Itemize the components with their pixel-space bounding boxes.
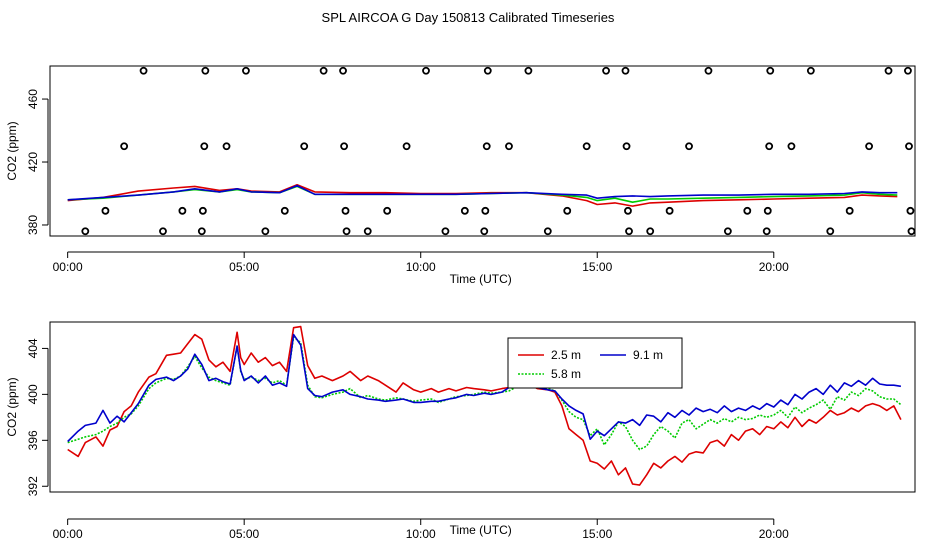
bottom-y-tick-label: 404	[26, 338, 40, 358]
bottom-legend-label: 5.8 m	[551, 367, 581, 381]
top-calibration-point	[602, 66, 610, 75]
top-calibration-point	[178, 206, 187, 215]
top-calibration-point	[242, 66, 250, 75]
top-calibration-point	[460, 206, 469, 215]
top-calibration-point	[685, 142, 693, 151]
top-y-tick-label: 420	[26, 152, 40, 172]
top-calibration-point	[806, 66, 815, 75]
top-calibration-point	[319, 66, 328, 75]
top-calibration-point	[763, 206, 772, 215]
top-x-tick-label: 05:00	[229, 260, 259, 274]
top-y-tick-label: 460	[26, 89, 40, 109]
top-calibration-point	[139, 66, 148, 75]
top-calibration-point	[704, 66, 713, 75]
top-calibration-point	[845, 206, 854, 215]
bottom-plot-frame	[49, 321, 916, 493]
top-calibration-point	[762, 227, 771, 236]
top-x-tick-label: 15:00	[582, 260, 612, 274]
bottom-x-tick-label: 00:00	[53, 527, 83, 540]
top-calibration-point	[222, 142, 231, 151]
bottom-series-line-2-5-m	[67, 325, 902, 486]
top-calibration-point	[200, 142, 209, 151]
top-calibration-point	[342, 227, 351, 236]
top-calibration-point	[743, 206, 752, 215]
top-calibration-point	[524, 66, 533, 75]
bottom-y-tick-label: 400	[26, 384, 40, 404]
top-calibration-point	[483, 66, 492, 75]
top-calibration-point	[765, 142, 774, 151]
top-calibration-point	[481, 206, 490, 215]
top-calibration-point	[787, 142, 796, 151]
bottom-y-axis-title: CO2 (ppm)	[5, 377, 19, 436]
bottom-y-tick-label: 396	[26, 430, 40, 450]
top-x-tick-label: 20:00	[759, 260, 789, 274]
bottom-legend-label: 2.5 m	[551, 348, 581, 362]
top-x-tick-label: 10:00	[406, 260, 436, 274]
top-calibration-point	[422, 66, 430, 75]
top-calibration-point	[621, 66, 630, 75]
top-calibration-point	[480, 227, 489, 236]
top-y-axis-title: CO2 (ppm)	[5, 121, 19, 180]
top-calibration-point	[625, 227, 633, 236]
top-calibration-point	[905, 142, 913, 151]
top-calibration-point	[198, 206, 207, 215]
top-calibration-point	[363, 227, 372, 236]
top-calibration-point	[482, 142, 491, 151]
top-calibration-point	[646, 227, 655, 236]
top-calibration-point	[907, 227, 916, 236]
top-calibration-point	[81, 227, 90, 236]
bottom-x-tick-label: 15:00	[582, 527, 612, 540]
top-calibration-point	[865, 142, 874, 151]
top-calibration-point	[543, 227, 552, 236]
top-calibration-point	[197, 227, 206, 236]
bottom-series-line-9-1-m	[67, 333, 902, 443]
bottom-x-tick-label: 20:00	[759, 527, 789, 540]
top-calibration-point	[339, 66, 347, 75]
top-panel: 00:00 05:00 10:00 15:00 20:00 Time (UTC) 380 42…	[5, 65, 916, 286]
top-calibration-point	[906, 206, 915, 215]
top-calibration-point	[201, 66, 210, 75]
top-x-tick-label: 00:00	[53, 260, 83, 274]
top-x-axis-title: Time (UTC)	[450, 272, 512, 286]
top-y-tick-label: 380	[26, 215, 40, 235]
top-calibration-point	[884, 66, 893, 75]
figure-title: SPL AIRCOA G Day 150813 Calibrated Times…	[322, 10, 615, 25]
bottom-x-tick-label: 10:00	[406, 527, 436, 540]
top-calibration-point	[624, 206, 632, 215]
bottom-x-tick-label: 05:00	[229, 527, 259, 540]
bottom-x-axis-title: Time (UTC)	[450, 523, 512, 537]
top-calibration-point	[441, 227, 450, 236]
top-calibration-point	[505, 142, 513, 151]
bottom-panel: 00:00 05:00 10:00 15:00 20:00 Time (UTC) 392 39…	[5, 321, 916, 540]
top-calibration-point	[402, 142, 411, 151]
top-calibration-point	[622, 142, 631, 151]
top-calibration-point	[341, 206, 350, 215]
top-calibration-point	[826, 227, 835, 236]
top-calibration-point	[101, 206, 110, 215]
top-calibration-point	[300, 142, 309, 151]
top-calibration-point	[120, 142, 129, 151]
top-calibration-point	[383, 206, 392, 215]
top-calibration-point	[261, 227, 270, 236]
top-calibration-point	[340, 142, 349, 151]
top-calibration-point	[766, 66, 775, 75]
top-calibration-point	[904, 66, 912, 75]
top-calibration-point	[563, 206, 572, 215]
bottom-legend-label: 9.1 m	[633, 348, 663, 362]
top-series-line-9-1-m	[67, 184, 898, 201]
top-calibration-point	[582, 142, 591, 151]
top-calibration-point	[159, 227, 167, 236]
top-calibration-point	[280, 206, 289, 215]
top-plot-frame	[49, 65, 916, 237]
bottom-legend-box	[507, 337, 683, 389]
top-calibration-point	[665, 206, 674, 215]
top-calibration-point	[723, 227, 732, 236]
bottom-y-tick-label: 392	[26, 476, 40, 496]
